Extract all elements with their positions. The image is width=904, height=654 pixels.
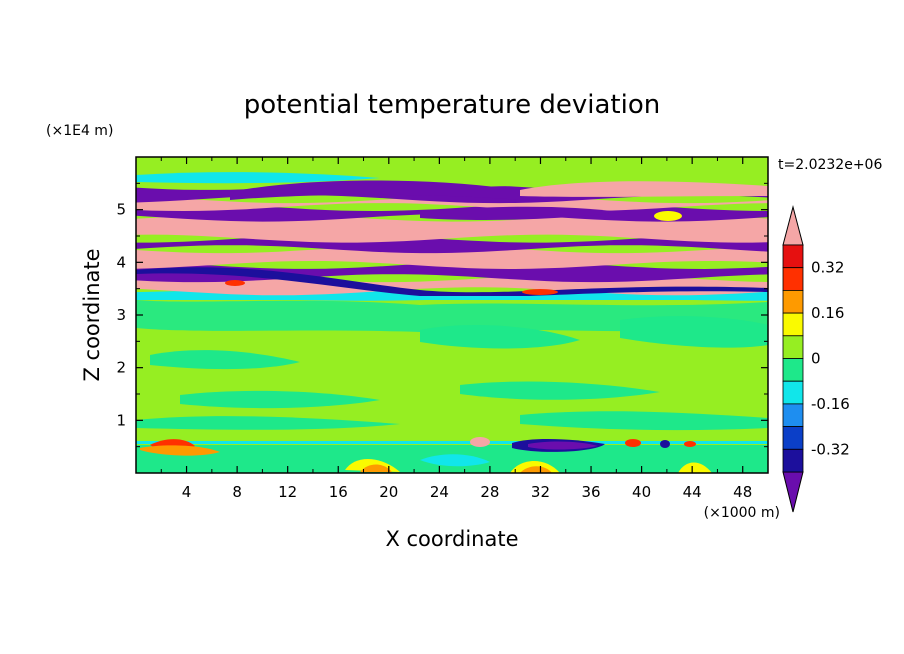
mid-patch-5 — [180, 390, 380, 409]
colorbar-label: 0 — [811, 350, 821, 368]
x-tick-label: 28 — [480, 483, 499, 501]
x-tick-label: 4 — [182, 483, 192, 501]
mid-patch-2 — [150, 350, 300, 370]
mid-patch-4 — [620, 316, 768, 348]
colorbar-segment — [782, 380, 804, 405]
mid-patch-6 — [460, 381, 660, 400]
colorbar-segment — [782, 244, 804, 269]
x-tick-label: 12 — [278, 483, 297, 501]
colorbar-segment — [782, 289, 804, 314]
colorbar-label: 0.32 — [811, 259, 844, 277]
colorbar-segment — [782, 267, 804, 291]
mid-patch-1 — [136, 300, 768, 332]
mid-patch-7 — [136, 416, 400, 430]
plot-area — [136, 157, 768, 473]
bl-purple-blob — [528, 441, 598, 450]
y-tick-label: 4 — [116, 253, 126, 271]
colorbar: 0.32 0.16 0 -0.16 -0.32 — [782, 205, 850, 513]
bl-cyan-line — [136, 441, 768, 444]
bl-orange-blob-1 — [140, 445, 220, 456]
colorbar-label: 0.16 — [811, 304, 844, 322]
upper-cyan-strip — [136, 172, 380, 184]
colorbar-segment — [782, 403, 804, 427]
upper-purple-wave-3 — [420, 206, 620, 220]
mid-patch-8 — [520, 411, 768, 431]
contour-layers — [136, 157, 768, 473]
colorbar-segment — [782, 358, 804, 382]
mid-patch-3 — [420, 325, 580, 349]
x-axis-ticks: 4 8 12 16 20 24 28 32 36 40 44 48 — [160, 157, 752, 501]
x-tick-label: 20 — [379, 483, 398, 501]
bl-yellow-blob-3 — [678, 462, 712, 473]
upper-purple-wave-2 — [230, 180, 520, 200]
y-axis-ticks: 1 2 3 4 5 — [116, 182, 768, 448]
chart-title: potential temperature deviation — [244, 90, 660, 120]
contour-layer — [136, 297, 768, 446]
upper-yellow-blob — [654, 211, 682, 221]
y-tick-label: 5 — [116, 201, 126, 219]
bl-orange-blob-3 — [520, 466, 552, 473]
upper-pink-wave-1 — [520, 181, 768, 197]
contour-layer — [136, 245, 768, 269]
y-tick-label: 3 — [116, 306, 126, 324]
mid-level-texture — [136, 300, 768, 431]
colorbar-segment — [782, 312, 804, 337]
bl-blue-dot — [660, 440, 670, 448]
upper-purple-wave-1 — [136, 267, 768, 298]
x-unit-label: (×1000 m) — [704, 505, 780, 521]
time-label: t=2.0232e+06 — [778, 157, 882, 173]
x-axis-label: X coordinate — [385, 527, 518, 551]
x-tick-label: 16 — [329, 483, 348, 501]
colorbar-segment — [782, 448, 804, 473]
x-tick-label: 44 — [683, 483, 702, 501]
x-tick-label: 32 — [531, 483, 550, 501]
y-unit-label: (×1E4 m) — [46, 123, 113, 139]
x-tick-label: 40 — [632, 483, 651, 501]
bl-orange-blob-2 — [360, 464, 392, 472]
colorbar-segment — [782, 335, 804, 359]
colorbar-segment — [782, 426, 804, 450]
bl-red-blob-3 — [684, 441, 696, 447]
y-tick-label: 2 — [116, 359, 126, 377]
bl-cyan-blob — [420, 454, 490, 467]
colorbar-top-triangle — [782, 205, 804, 246]
colorbar-label: -0.32 — [811, 440, 850, 458]
upper-red-blob-2 — [522, 289, 558, 295]
x-tick-label: 24 — [430, 483, 449, 501]
x-tick-label: 36 — [581, 483, 600, 501]
upper-red-blob — [225, 280, 245, 286]
upper-cyan-edge — [136, 296, 768, 300]
bl-red-blob-2 — [625, 439, 641, 447]
contour-layer — [136, 195, 768, 211]
boundary-layer-texture — [136, 437, 768, 473]
y-tick-label: 1 — [116, 411, 126, 429]
y-axis-label: Z coordinate — [80, 248, 104, 381]
x-tick-label: 8 — [232, 483, 242, 501]
bl-pink-blob — [470, 437, 490, 447]
upper-band-texture — [136, 172, 768, 300]
colorbar-label: -0.16 — [811, 395, 850, 413]
x-tick-label: 48 — [733, 483, 752, 501]
colorbar-bottom-triangle — [782, 471, 804, 513]
